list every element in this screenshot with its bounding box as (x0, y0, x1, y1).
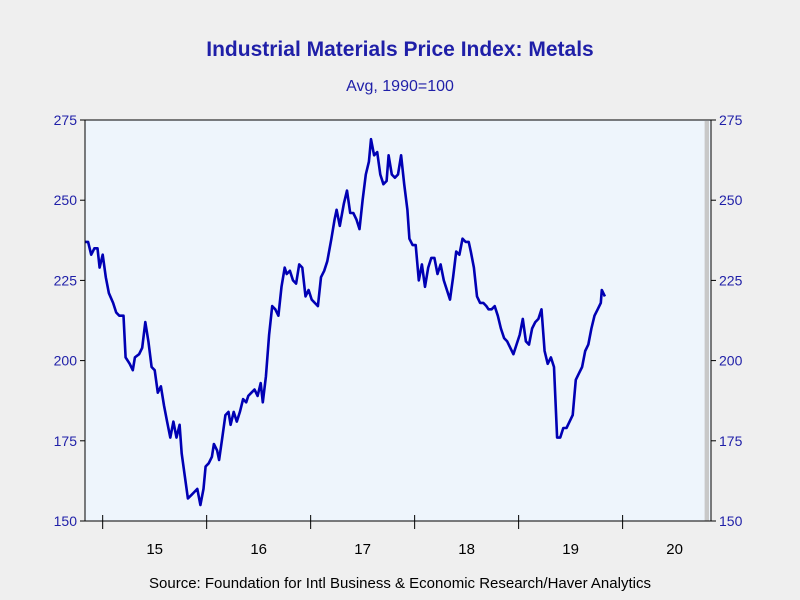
y-tick-label-left: 275 (54, 112, 78, 128)
x-tick-label: 16 (250, 541, 267, 558)
y-tick-label-right: 200 (719, 353, 743, 369)
y-tick-label-right: 250 (719, 192, 743, 208)
y-tick-label-right: 275 (719, 112, 743, 128)
series-line (85, 137, 607, 507)
plot-area (85, 120, 711, 521)
y-tick-label-left: 150 (54, 513, 78, 529)
y-tick-label-left: 225 (54, 272, 78, 288)
plot-frame (84, 119, 712, 522)
x-tick-label: 18 (458, 541, 475, 558)
y-tick-label-left: 200 (54, 353, 78, 369)
source-note: Source: Foundation for Intl Business & E… (149, 575, 651, 592)
x-tick-label: 19 (562, 541, 579, 558)
recession-shading (704, 121, 709, 521)
y-tick-label-right: 150 (719, 513, 743, 529)
y-tick-label-right: 175 (719, 433, 743, 449)
y-tick-label-left: 175 (54, 433, 78, 449)
chart-subtitle: Avg, 1990=100 (346, 78, 454, 95)
y-tick-label-left: 250 (54, 192, 78, 208)
x-tick-label: 20 (666, 541, 683, 558)
y-tick-label-right: 225 (719, 272, 743, 288)
x-tick-label: 17 (354, 541, 371, 558)
chart-title: Industrial Materials Price Index: Metals (206, 38, 594, 61)
x-tick-label: 15 (146, 541, 163, 558)
